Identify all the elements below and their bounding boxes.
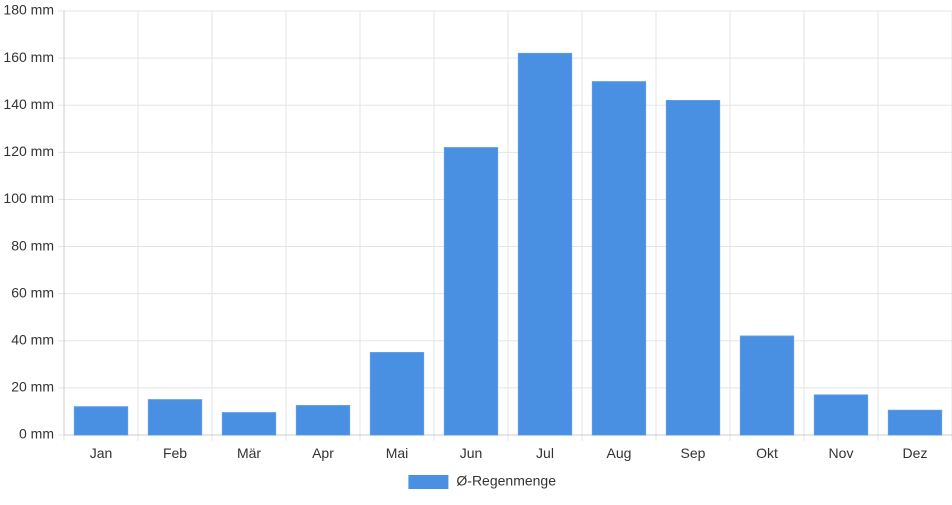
- bar-okt: [739, 335, 795, 436]
- legend-label: Ø-Regenmenge: [456, 473, 556, 489]
- y-tick-label: 60 mm: [11, 284, 54, 300]
- legend-swatch: [408, 475, 449, 489]
- x-tick-label: Dez: [903, 445, 928, 461]
- x-tick-label: Jul: [536, 445, 554, 461]
- x-tick-label: Mär: [237, 445, 261, 461]
- bar-jun: [443, 147, 499, 436]
- bar-feb: [147, 399, 203, 436]
- bar-mär: [221, 412, 277, 436]
- x-tick-label: Mai: [386, 445, 409, 461]
- y-tick-label: 180 mm: [3, 2, 54, 18]
- bar-mai: [369, 352, 425, 436]
- bar-jul: [517, 52, 573, 436]
- bar-sep: [665, 100, 721, 436]
- x-tick-label: Aug: [607, 445, 632, 461]
- x-tick-label: Jun: [460, 445, 483, 461]
- x-tick-label: Apr: [312, 445, 334, 461]
- x-tick-label: Okt: [756, 445, 778, 461]
- y-tick-label: 140 mm: [3, 96, 54, 112]
- y-tick-label: 0 mm: [19, 426, 54, 442]
- x-tick-label: Jan: [90, 445, 113, 461]
- bar-apr: [295, 405, 351, 436]
- bar-jan: [73, 406, 129, 436]
- y-tick-label: 20 mm: [11, 379, 54, 395]
- y-tick-label: 100 mm: [3, 190, 54, 206]
- bar-nov: [813, 394, 869, 436]
- y-tick-label: 120 mm: [3, 143, 54, 159]
- x-tick-label: Nov: [829, 445, 854, 461]
- x-tick-label: Sep: [681, 445, 706, 461]
- y-tick-label: 160 mm: [3, 49, 54, 65]
- bar-dez: [887, 409, 943, 436]
- x-tick-label: Feb: [163, 445, 187, 461]
- y-tick-label: 40 mm: [11, 331, 54, 347]
- bar-aug: [591, 81, 647, 436]
- y-tick-label: 80 mm: [11, 237, 54, 253]
